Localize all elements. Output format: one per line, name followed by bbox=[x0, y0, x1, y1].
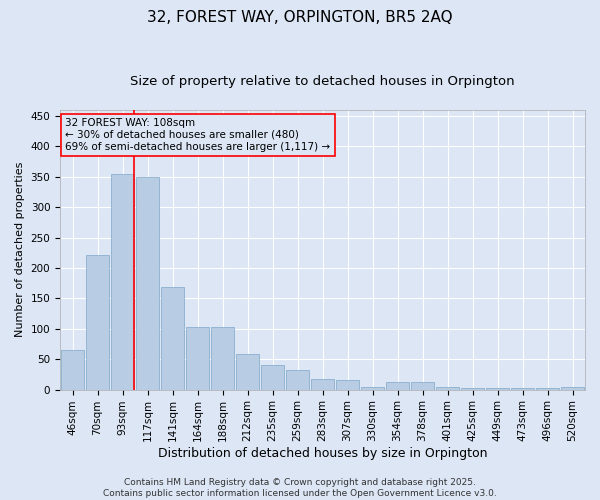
Bar bbox=[236, 354, 259, 390]
Bar bbox=[561, 386, 584, 390]
Text: Contains HM Land Registry data © Crown copyright and database right 2025.
Contai: Contains HM Land Registry data © Crown c… bbox=[103, 478, 497, 498]
Bar bbox=[411, 382, 434, 390]
Bar bbox=[536, 388, 559, 390]
Bar bbox=[111, 174, 134, 390]
Bar bbox=[86, 254, 109, 390]
Bar bbox=[261, 366, 284, 390]
Bar bbox=[486, 388, 509, 390]
Bar bbox=[436, 386, 459, 390]
Text: 32, FOREST WAY, ORPINGTON, BR5 2AQ: 32, FOREST WAY, ORPINGTON, BR5 2AQ bbox=[147, 10, 453, 25]
Bar bbox=[211, 327, 234, 390]
Y-axis label: Number of detached properties: Number of detached properties bbox=[15, 162, 25, 338]
Bar bbox=[136, 177, 159, 390]
Text: 32 FOREST WAY: 108sqm
← 30% of detached houses are smaller (480)
69% of semi-det: 32 FOREST WAY: 108sqm ← 30% of detached … bbox=[65, 118, 331, 152]
Bar bbox=[386, 382, 409, 390]
Bar bbox=[461, 388, 484, 390]
Bar bbox=[61, 350, 84, 390]
Bar bbox=[361, 386, 384, 390]
X-axis label: Distribution of detached houses by size in Orpington: Distribution of detached houses by size … bbox=[158, 447, 487, 460]
Bar bbox=[161, 288, 184, 390]
Bar bbox=[311, 378, 334, 390]
Bar bbox=[511, 388, 534, 390]
Bar bbox=[286, 370, 309, 390]
Bar bbox=[336, 380, 359, 390]
Bar bbox=[186, 327, 209, 390]
Title: Size of property relative to detached houses in Orpington: Size of property relative to detached ho… bbox=[130, 75, 515, 88]
